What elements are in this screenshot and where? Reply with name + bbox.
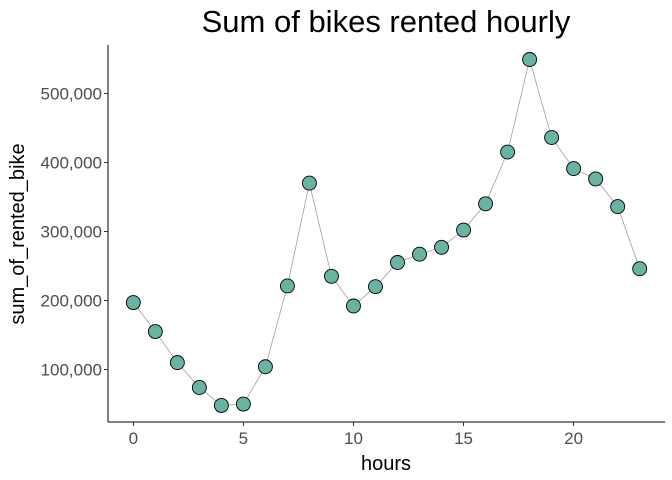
series-line-layer: [133, 57, 641, 406]
data-point: [125, 295, 141, 310]
data-point: [500, 144, 516, 160]
data-point: [434, 239, 449, 255]
y-tick-label: 400,000: [41, 153, 102, 172]
x-tick-label: 5: [239, 429, 248, 448]
x-tick-label: 20: [564, 429, 583, 448]
data-point: [588, 171, 604, 187]
data-point: [456, 222, 472, 238]
data-point: [478, 196, 494, 212]
data-points: [125, 52, 648, 413]
y-axis-title: sum_of_rented_bike: [7, 143, 29, 324]
axes: 0 5 10 15 20 100,000 200,000 300,000 400,000 500,…: [41, 45, 665, 448]
data-point: [544, 130, 560, 145]
chart-title: Sum of bikes rented hourly: [202, 4, 571, 39]
data-point: [346, 298, 361, 314]
x-axis-title: hours: [361, 453, 411, 475]
y-tick-label: 200,000: [41, 291, 102, 310]
data-point: [213, 397, 229, 413]
series-line: [133, 57, 641, 406]
data-point: [412, 246, 427, 262]
x-tick-label: 10: [344, 429, 363, 448]
y-tick-label: 300,000: [41, 222, 102, 241]
data-point: [368, 279, 383, 295]
data-point: [235, 396, 251, 412]
data-point: [632, 261, 648, 277]
data-point: [279, 278, 295, 294]
x-tick-label: 15: [454, 429, 473, 448]
data-point: [390, 255, 405, 270]
data-point: [169, 355, 185, 371]
data-point: [522, 52, 538, 67]
data-point: [191, 380, 207, 395]
data-point: [257, 359, 273, 375]
data-point: [324, 268, 339, 284]
data-point: [610, 199, 626, 215]
data-point: [147, 324, 163, 339]
data-point: [566, 161, 582, 177]
x-tick-label: 0: [129, 429, 138, 448]
y-tick-label: 100,000: [41, 361, 102, 380]
y-tick-label: 500,000: [41, 84, 102, 103]
data-point: [301, 175, 317, 191]
